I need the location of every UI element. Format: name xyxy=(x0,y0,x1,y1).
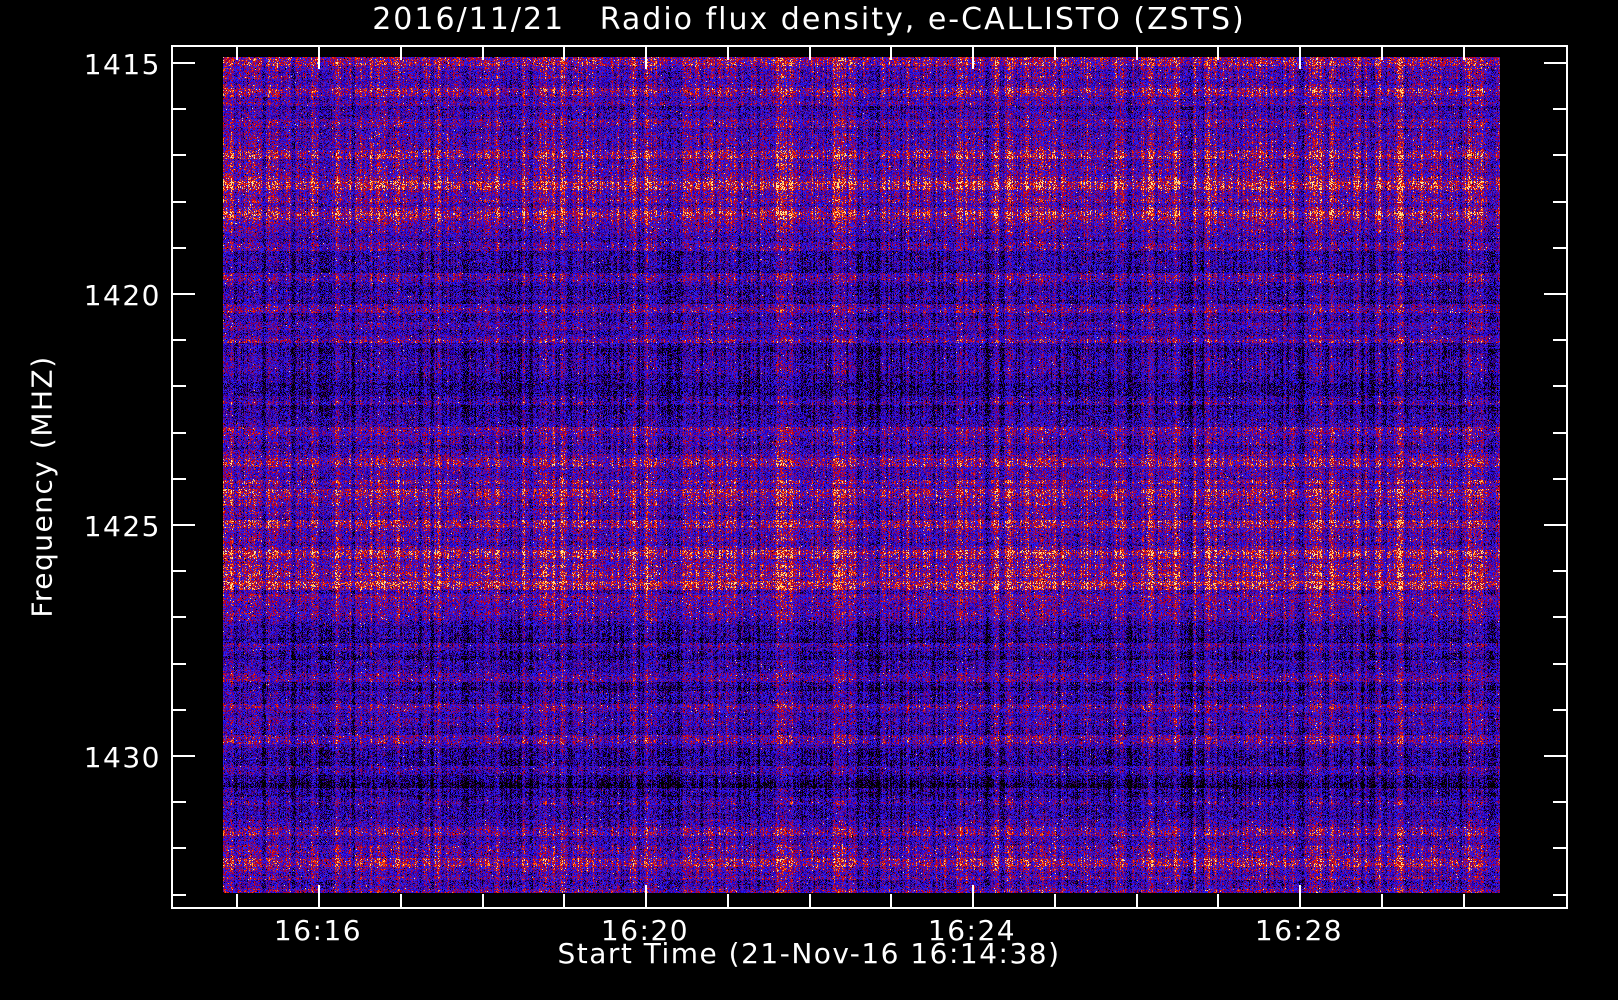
xtick-minor-25-top xyxy=(1054,47,1056,60)
ytick-minor-1419-right xyxy=(1553,247,1566,249)
ytick-label-1425: 1425 xyxy=(83,510,161,543)
ytick-minor-1422-right xyxy=(1553,385,1566,387)
ytick-major-1425-right xyxy=(1544,524,1566,526)
ytick-minor-1433-left xyxy=(173,894,186,896)
ytick-minor-1429-right xyxy=(1553,709,1566,711)
ytick-minor-1431-right xyxy=(1553,801,1566,803)
ytick-label-1420: 1420 xyxy=(83,279,161,312)
xtick-label-1628: 16:28 xyxy=(1254,914,1344,947)
xtick-minor-21-top xyxy=(727,47,729,60)
xtick-minor-23-bottom xyxy=(890,894,892,907)
ytick-minor-1426-left xyxy=(173,570,186,572)
ytick-major-1420-right xyxy=(1544,293,1566,295)
xtick-minor-18-top xyxy=(482,47,484,60)
xtick-minor-26-top xyxy=(1136,47,1138,60)
ytick-minor-1432-left xyxy=(173,847,186,849)
xtick-major-20-bottom xyxy=(645,885,647,907)
xtick-major-24-bottom xyxy=(972,885,974,907)
xtick-minor-23-top xyxy=(890,47,892,60)
spectrogram-image xyxy=(223,57,1500,893)
xtick-minor-25-bottom xyxy=(1054,894,1056,907)
ytick-label-1415: 1415 xyxy=(83,48,161,81)
ytick-minor-1427-right xyxy=(1553,616,1566,618)
ytick-major-1415-left xyxy=(173,62,195,64)
ytick-minor-1424-left xyxy=(173,478,186,480)
ytick-minor-1416-left xyxy=(173,108,186,110)
ytick-minor-1418-left xyxy=(173,201,186,203)
ytick-minor-1423-right xyxy=(1553,432,1566,434)
ytick-minor-1428-right xyxy=(1553,663,1566,665)
ytick-minor-1433-right xyxy=(1553,894,1566,896)
y-axis-title: Frequency (MHZ) xyxy=(25,355,59,618)
xtick-minor-30-top xyxy=(1463,47,1465,60)
ytick-label-1430: 1430 xyxy=(83,741,161,774)
xtick-minor-26-bottom xyxy=(1136,894,1138,907)
xtick-minor-27-bottom xyxy=(1217,894,1219,907)
xtick-major-20-top xyxy=(645,47,647,69)
ytick-minor-1417-left xyxy=(173,154,186,156)
xtick-minor-29-bottom xyxy=(1381,894,1383,907)
ytick-minor-1423-left xyxy=(173,432,186,434)
ytick-minor-1418-right xyxy=(1553,201,1566,203)
spectrogram-canvas xyxy=(223,57,1500,893)
ytick-minor-1426-right xyxy=(1553,570,1566,572)
ytick-minor-1421-left xyxy=(173,339,186,341)
xtick-minor-22-top xyxy=(809,47,811,60)
xtick-major-28-bottom xyxy=(1299,885,1301,907)
ytick-minor-1416-right xyxy=(1553,108,1566,110)
ytick-minor-1424-right xyxy=(1553,478,1566,480)
ytick-minor-1419-left xyxy=(173,247,186,249)
xtick-minor-15-top xyxy=(236,47,238,60)
ytick-major-1425-left xyxy=(173,524,195,526)
ytick-major-1430-left xyxy=(173,755,195,757)
xtick-minor-30-bottom xyxy=(1463,894,1465,907)
ytick-minor-1421-right xyxy=(1553,339,1566,341)
page-title: 2016/11/21 Radio flux density, e-CALLIST… xyxy=(372,2,1246,37)
ytick-minor-1432-right xyxy=(1553,847,1566,849)
x-axis-title: Start Time (21-Nov-16 16:14:38) xyxy=(557,937,1061,970)
xtick-minor-15-bottom xyxy=(236,894,238,907)
xtick-major-16-bottom xyxy=(318,885,320,907)
ytick-major-1430-right xyxy=(1544,755,1566,757)
xtick-minor-17-bottom xyxy=(400,894,402,907)
xtick-minor-27-top xyxy=(1217,47,1219,60)
ytick-minor-1428-left xyxy=(173,663,186,665)
ytick-minor-1427-left xyxy=(173,616,186,618)
xtick-label-1620: 16:20 xyxy=(600,914,690,947)
xtick-minor-29-top xyxy=(1381,47,1383,60)
ytick-minor-1431-left xyxy=(173,801,186,803)
ytick-minor-1417-right xyxy=(1553,154,1566,156)
xtick-major-16-top xyxy=(318,47,320,69)
xtick-minor-22-bottom xyxy=(809,894,811,907)
ytick-minor-1422-left xyxy=(173,385,186,387)
xtick-minor-21-bottom xyxy=(727,894,729,907)
xtick-minor-19-top xyxy=(563,47,565,60)
ytick-minor-1429-left xyxy=(173,709,186,711)
xtick-major-28-top xyxy=(1299,47,1301,69)
xtick-label-1624: 16:24 xyxy=(927,914,1017,947)
ytick-major-1415-right xyxy=(1544,62,1566,64)
xtick-label-1616: 16:16 xyxy=(273,914,363,947)
xtick-minor-18-bottom xyxy=(482,894,484,907)
xtick-minor-17-top xyxy=(400,47,402,60)
xtick-major-24-top xyxy=(972,47,974,69)
ytick-major-1420-left xyxy=(173,293,195,295)
xtick-minor-19-bottom xyxy=(563,894,565,907)
